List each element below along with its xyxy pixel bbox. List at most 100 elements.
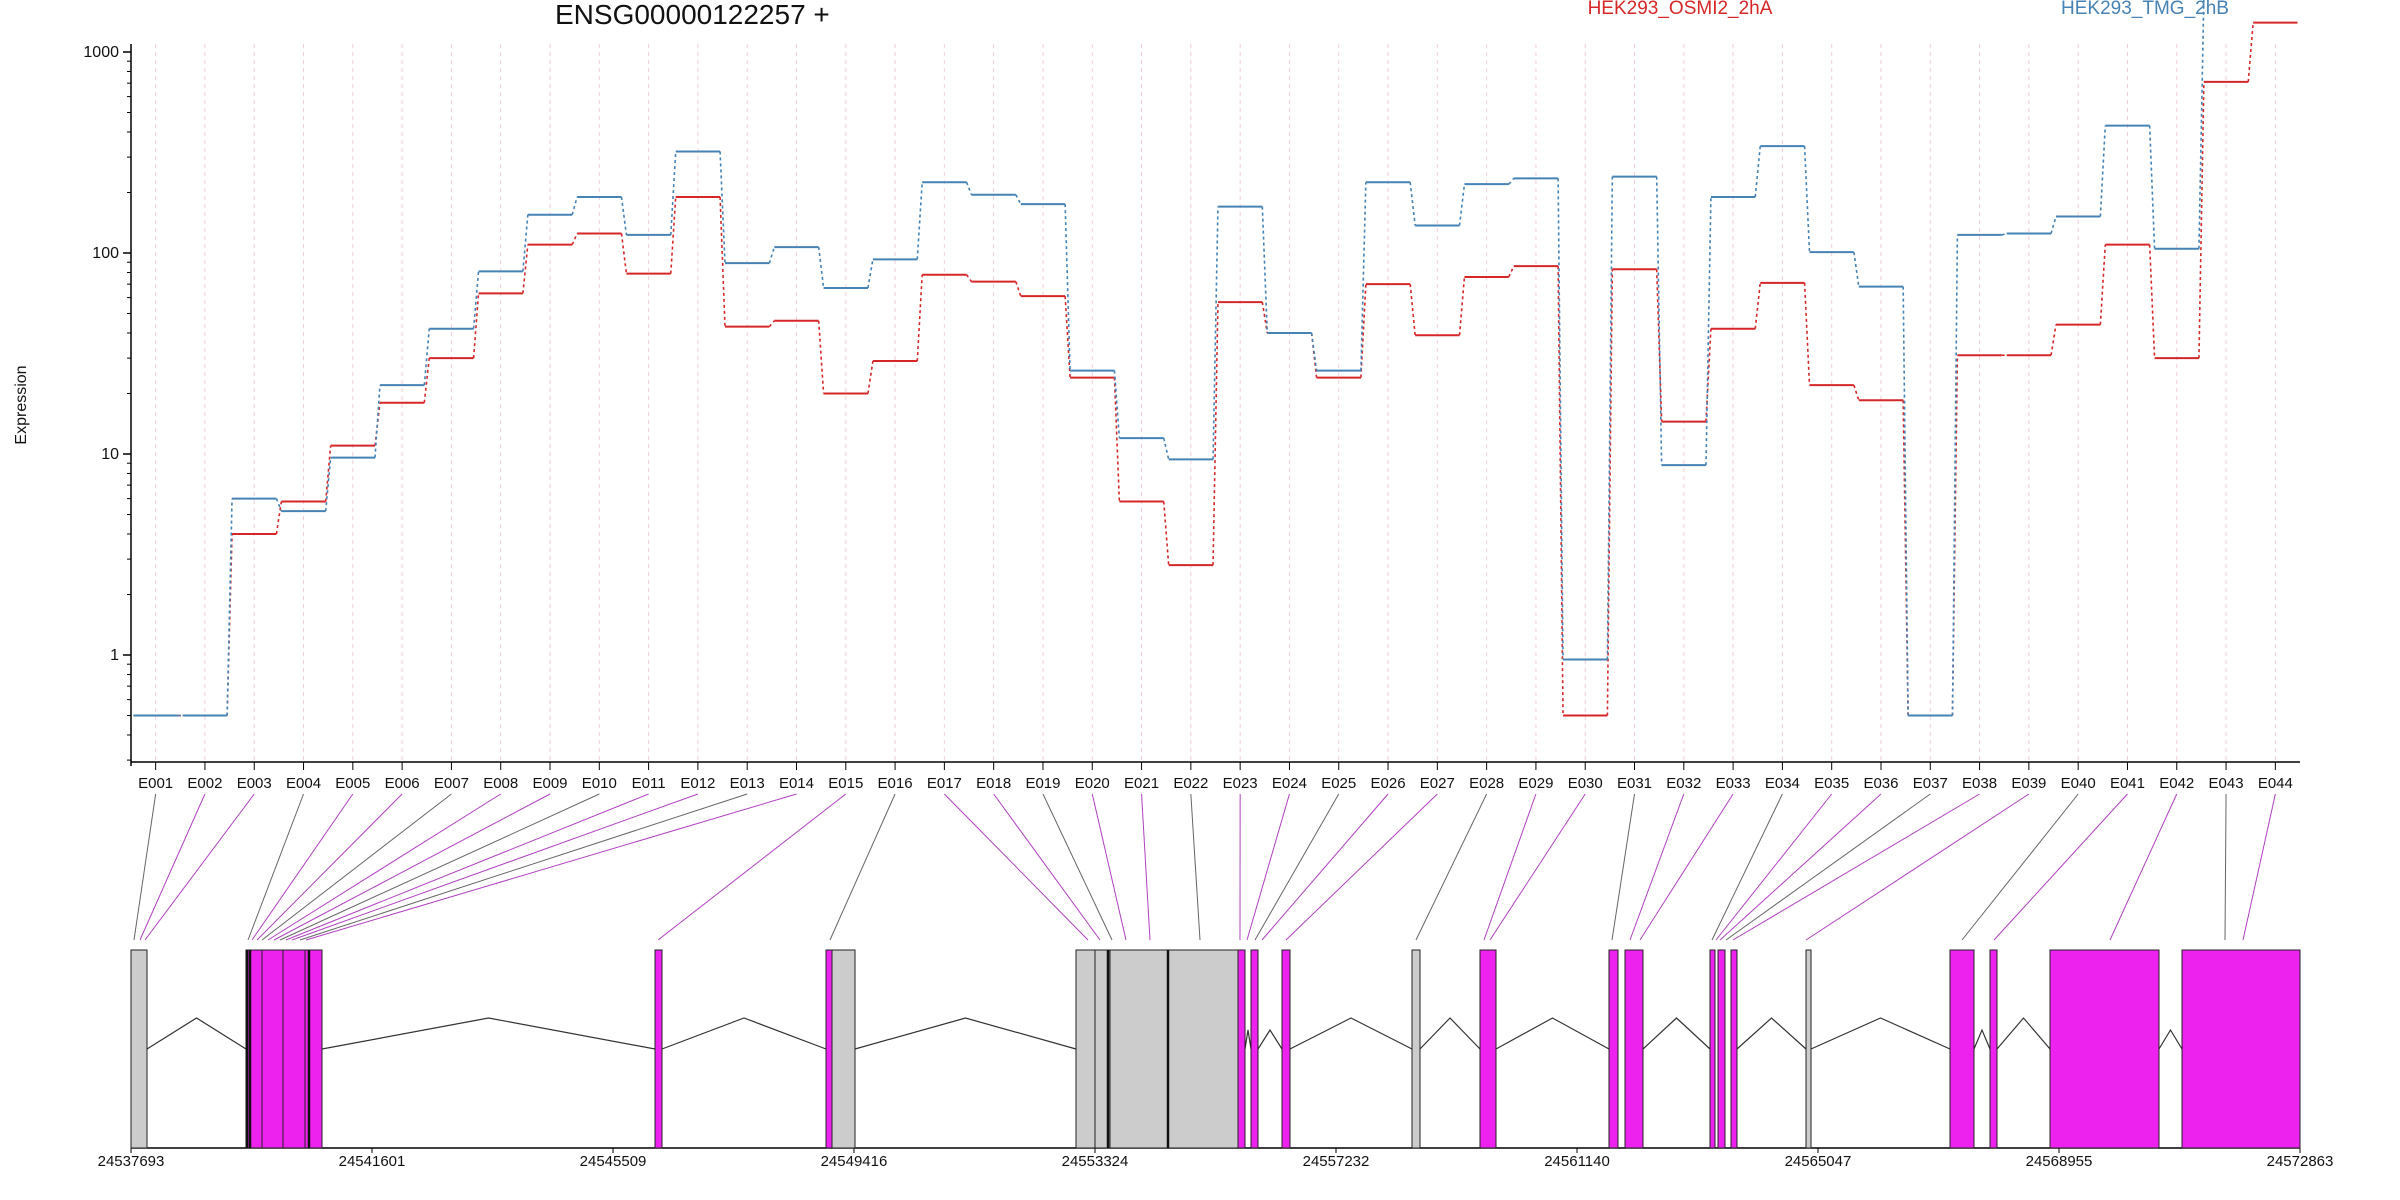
series-connector	[916, 274, 923, 362]
x-tick-label-E015: E015	[828, 775, 863, 792]
exon-connector	[256, 793, 403, 941]
x-tick-label-E026: E026	[1371, 775, 1406, 792]
coord-tick-label: 24541601	[339, 1153, 406, 1170]
exon-connector	[2109, 793, 2178, 941]
exon-connector	[1261, 793, 1389, 941]
chart-title: ENSG00000122257 +	[555, 0, 830, 30]
x-tick-label-E023: E023	[1223, 775, 1258, 792]
series-connector	[1015, 194, 1022, 205]
intron-line	[1257, 1028, 1283, 1050]
exon-connector	[1639, 793, 1734, 941]
series-connector	[1705, 196, 1712, 466]
intron-line	[1996, 1017, 2051, 1050]
series-connector	[1754, 282, 1762, 329]
series-connector	[1458, 184, 1466, 226]
x-tick-label-E003: E003	[237, 775, 272, 792]
series-connector	[1212, 302, 1219, 566]
exon-connector	[2224, 793, 2227, 941]
exon-box	[1479, 949, 1497, 1149]
exon-box	[1250, 949, 1259, 1149]
coord-tick-label: 24572863	[2267, 1153, 2334, 1170]
exon-connector	[139, 793, 206, 941]
coord-tick-label: 24561140	[1544, 1153, 1610, 1170]
coord-tick-label: 24545509	[580, 1153, 647, 1170]
intron-line	[661, 1017, 827, 1050]
intron-line	[854, 1017, 1077, 1050]
exon-connector	[944, 793, 1089, 941]
x-tick-label-E036: E036	[1863, 775, 1898, 792]
exon-box	[1730, 949, 1738, 1149]
coord-tick-label: 24553324	[1062, 1153, 1129, 1170]
x-tick-label-E032: E032	[1666, 775, 1701, 792]
series-connector	[817, 320, 825, 394]
exon-connector	[1719, 793, 1882, 941]
exon-connectors	[133, 793, 2276, 941]
exon-connector	[1141, 793, 1151, 941]
series-connector	[1113, 377, 1121, 502]
series-connector	[620, 233, 628, 274]
intron-line	[1973, 1028, 1991, 1050]
axes: 1 10 100 1000	[83, 44, 2300, 766]
exon-box	[282, 949, 306, 1149]
exon-box	[1608, 949, 1619, 1149]
series-connector	[1951, 234, 1959, 716]
exon-connector	[1715, 793, 1833, 941]
exon-box	[1167, 949, 1239, 1149]
series-connector	[571, 233, 578, 246]
x-tick-label-E027: E027	[1420, 775, 1455, 792]
exon-connector	[1993, 793, 2128, 941]
intron-line	[2158, 1028, 2183, 1050]
exon-connector	[1805, 793, 2030, 941]
intron-line	[1244, 1029, 1252, 1050]
intron-line	[1810, 1017, 1951, 1050]
exon-connector	[144, 793, 255, 941]
series-connector	[1409, 284, 1416, 336]
series-connector	[1754, 146, 1762, 198]
series-layer	[133, 0, 2298, 717]
series-connector	[472, 293, 480, 359]
series-connector	[1902, 286, 1909, 716]
series-connector	[719, 151, 726, 264]
series-connector	[1853, 252, 1860, 287]
exon-connector	[1483, 793, 1537, 941]
series-connector	[2247, 22, 2254, 82]
legend-item-1: HEK293_OSMI2_2hA	[1588, 0, 1773, 19]
series-connector	[1113, 370, 1121, 439]
x-tick-label-E041: E041	[2110, 775, 2145, 792]
x-tick-label-E013: E013	[730, 775, 765, 792]
exon-box	[130, 949, 148, 1149]
x-tick-label-E018: E018	[976, 775, 1011, 792]
x-tick-label-E039: E039	[2011, 775, 2046, 792]
exon-box	[1624, 949, 1644, 1149]
x-tick-label-E043: E043	[2209, 775, 2244, 792]
x-tick-label-E030: E030	[1568, 775, 1603, 792]
series-connector	[2148, 125, 2156, 249]
series-connector	[965, 274, 973, 283]
exon-connector	[1091, 793, 1127, 941]
x-tick-label-E008: E008	[483, 775, 518, 792]
exon-box	[1281, 949, 1291, 1149]
legend: HEK293_OSMI2_2hA HEK293_TMG_2hB	[1588, 0, 2229, 19]
x-tick-label-E006: E006	[385, 775, 420, 792]
exon-connector	[1611, 793, 1636, 941]
coord-tick-label: 24537693	[98, 1153, 165, 1170]
y-tick-label: 10	[101, 446, 119, 463]
x-tick-label-E037: E037	[1913, 775, 1948, 792]
series-connector	[2148, 244, 2156, 359]
coord-tick-label: 24568955	[2026, 1153, 2093, 1170]
series-connector	[1015, 281, 1022, 297]
exon-connector	[285, 793, 649, 941]
series-connector	[226, 498, 233, 716]
series-connector	[719, 196, 726, 327]
exon-connector	[993, 793, 1101, 941]
exon-connector	[279, 793, 600, 941]
exon-connector	[247, 793, 305, 941]
series-connector	[1064, 204, 1071, 371]
exon-connector	[2242, 793, 2276, 941]
intron-line	[1736, 1017, 1807, 1050]
x-tick-label-E004: E004	[286, 775, 321, 792]
x-tick-label-E016: E016	[878, 775, 913, 792]
x-tick-label-E031: E031	[1617, 775, 1652, 792]
series-connector	[1655, 269, 1663, 422]
